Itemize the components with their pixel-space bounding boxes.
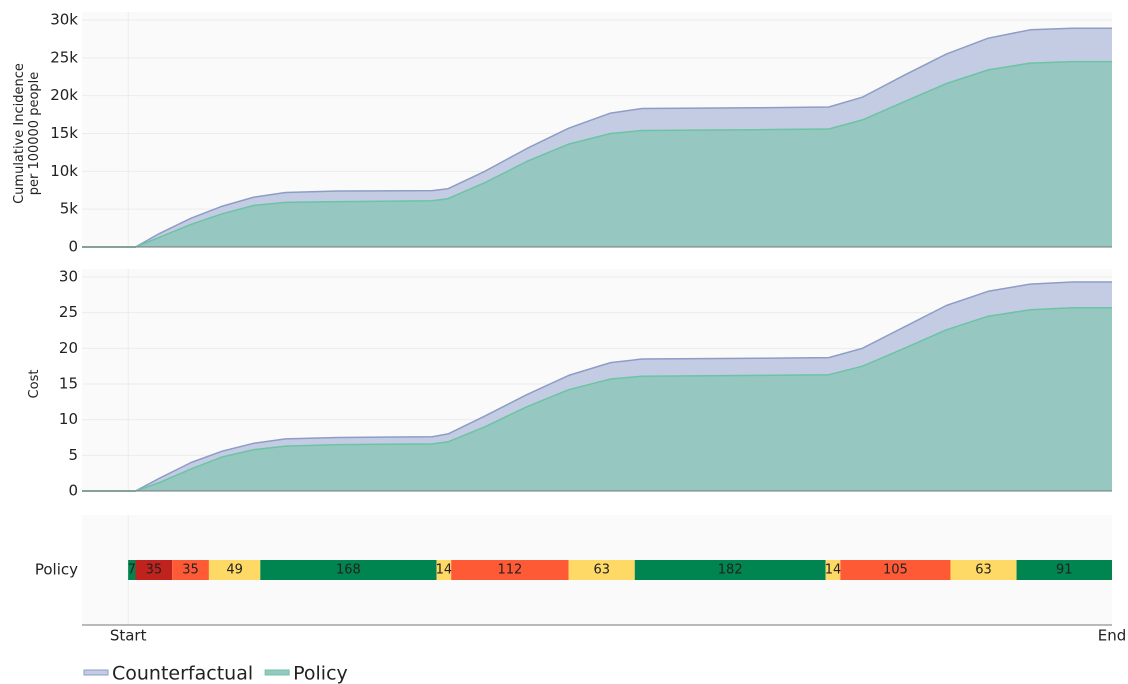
y-tick-label: 20 <box>59 339 78 357</box>
y-tick-label: 5k <box>60 200 79 218</box>
segment-label: 182 <box>718 563 743 578</box>
legend-swatch <box>264 669 290 676</box>
policy-segment <box>451 560 569 580</box>
y-tick-label: 0 <box>68 482 78 500</box>
segment-label: 14 <box>436 563 453 578</box>
y-tick-label: 30k <box>50 11 78 29</box>
y-tick-label: 20k <box>50 86 78 104</box>
y-tick-label: 10k <box>50 162 78 180</box>
y-axis-title: Cost <box>27 370 42 399</box>
y-tick-label: 15k <box>50 124 78 142</box>
y-tick-label: 0 <box>68 238 78 256</box>
segment-label: 168 <box>336 563 361 578</box>
area-line <box>82 60 1112 248</box>
segment-label: 35 <box>182 563 199 578</box>
segment-label: 63 <box>975 563 992 578</box>
x-tick-label: End <box>1098 627 1127 645</box>
y-tick-label: 25k <box>50 48 78 66</box>
area-line <box>82 281 1112 492</box>
policy-segment <box>1016 560 1112 580</box>
policy-segment <box>568 560 635 580</box>
y-tick-label: 5 <box>68 446 78 464</box>
policy-segment <box>260 560 437 580</box>
policy-segment <box>135 560 173 580</box>
segment-label: 35 <box>146 563 163 578</box>
area-line <box>82 306 1112 492</box>
y-tick-label: 30 <box>59 268 78 286</box>
y-tick-label: 25 <box>59 303 78 321</box>
y-tick-label: 15 <box>59 375 78 393</box>
policy-segment <box>825 560 841 580</box>
segment-label: 112 <box>498 563 523 578</box>
y-axis-title-line: Cost <box>27 370 42 399</box>
y-axis-title-line: per 100000 people <box>27 72 42 196</box>
area-line <box>82 27 1112 248</box>
y-category-label: Policy <box>35 561 78 579</box>
segment-label: 91 <box>1056 563 1073 578</box>
segment-label: 105 <box>883 563 908 578</box>
segment-label: 7 <box>128 563 136 578</box>
policy-segment <box>128 560 136 580</box>
policy-segment <box>436 560 452 580</box>
legend-swatch <box>83 669 109 676</box>
policy-segment <box>172 560 209 580</box>
policy-segment <box>950 560 1017 580</box>
segment-label: 63 <box>593 563 610 578</box>
y-axis-title-line: Cumulative Incidence <box>12 63 27 204</box>
y-axis-title: Cumulative Incidenceper 100000 people <box>12 63 42 204</box>
segment-label: 49 <box>226 563 243 578</box>
area-fill <box>82 61 1112 247</box>
policy-segment <box>840 560 951 580</box>
policy-segment <box>208 560 261 580</box>
y-tick-label: 10 <box>59 410 78 428</box>
policy-segment <box>634 560 826 580</box>
legend-label: Counterfactual <box>112 663 253 684</box>
legend-label: Policy <box>293 663 348 684</box>
x-tick-label: Start <box>110 627 147 645</box>
segment-label: 14 <box>825 563 842 578</box>
